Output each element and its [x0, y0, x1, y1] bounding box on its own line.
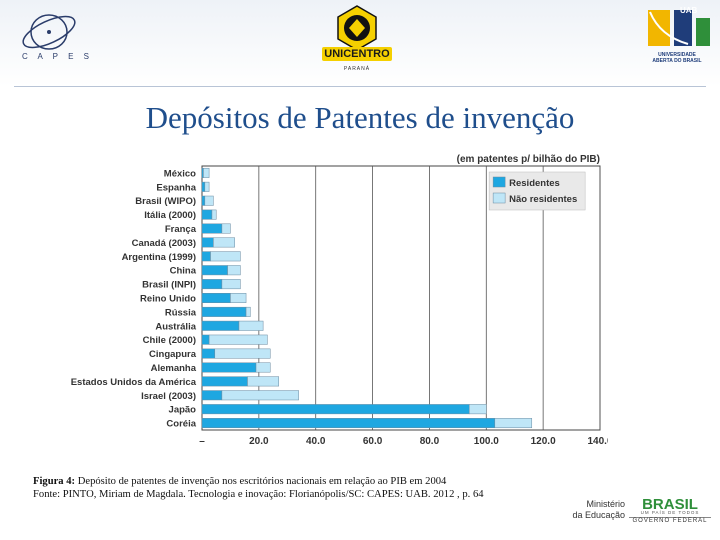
- x-tick-label: 120.0: [531, 436, 556, 447]
- bar-nao-residentes: [204, 181, 210, 192]
- unicentro-label: UNICENTRO: [322, 47, 392, 61]
- category-label: Rússia: [165, 307, 197, 318]
- bar-nao-residentes: [204, 195, 214, 206]
- category-label: Chile (2000): [143, 335, 196, 346]
- bar-nao-residentes: [494, 418, 533, 429]
- category-label: Brasil (INPI): [142, 280, 196, 291]
- category-label: México: [164, 168, 196, 179]
- x-tick-label: 60.0: [363, 436, 383, 447]
- bar-residentes: [201, 376, 248, 387]
- x-tick-label: 140.0: [587, 436, 608, 447]
- bar-residentes: [201, 390, 223, 401]
- bar-residentes: [201, 334, 210, 345]
- uab-name-line2: ABERTA DO BRASIL: [652, 58, 702, 64]
- bar-residentes: [201, 404, 470, 415]
- category-label: Alemanha: [151, 363, 197, 374]
- x-tick-label: –: [199, 436, 205, 447]
- x-tick-label: 80.0: [420, 436, 440, 447]
- bar-residentes: [201, 418, 496, 429]
- x-tick-label: 40.0: [306, 436, 326, 447]
- bar-nao-residentes: [211, 209, 217, 220]
- capes-logo-icon: [22, 14, 76, 50]
- mec-line-1: Ministério: [586, 499, 625, 509]
- category-label: Reino Unido: [140, 294, 196, 305]
- uab-logo-icon: [648, 10, 710, 46]
- legend-label: Não residentes: [509, 194, 577, 205]
- category-label: Cingapura: [149, 349, 197, 360]
- bar-nao-residentes: [468, 404, 487, 415]
- x-tick-label: 100.0: [474, 436, 499, 447]
- x-tick-label: 20.0: [249, 436, 269, 447]
- category-label: Estados Unidos da América: [71, 377, 197, 388]
- legend-swatch: [492, 192, 506, 204]
- category-label: China: [170, 266, 197, 277]
- bar-residentes: [201, 320, 240, 331]
- bar-nao-residentes: [227, 265, 241, 276]
- legend-swatch: [492, 176, 506, 188]
- category-label: Coréia: [166, 419, 196, 430]
- caption-line-1: Figura 4: Depósito de patentes de invenç…: [33, 475, 573, 488]
- bar-residentes: [201, 195, 206, 206]
- brasil-governo-logo-icon: BRASIL: [629, 496, 711, 518]
- bar-residentes: [201, 251, 211, 262]
- uab-label: UAB: [680, 6, 698, 15]
- unicentro-sub-label: PARANÁ: [343, 66, 371, 72]
- bar-nao-residentes: [221, 223, 231, 234]
- bar-residentes: [201, 209, 213, 220]
- bar-nao-residentes: [245, 306, 251, 317]
- uab-name-line1: UNIVERSIDADE: [658, 52, 696, 58]
- bar-residentes: [201, 293, 231, 303]
- figure-caption: Figura 4: Depósito de patentes de invenç…: [33, 475, 573, 501]
- bar-residentes: [201, 362, 257, 373]
- category-label: França: [165, 224, 197, 235]
- figure-label: Figura 4:: [33, 476, 76, 487]
- capes-label: C A P E S: [22, 52, 93, 61]
- bar-nao-residentes: [238, 320, 264, 331]
- bar-nao-residentes: [210, 251, 241, 262]
- figure-text: Depósito de patentes de invenção nos esc…: [75, 476, 447, 487]
- legend-label: Residentes: [509, 178, 560, 189]
- bar-nao-residentes: [247, 376, 280, 387]
- mec-line-2: da Educação: [572, 510, 625, 520]
- caption-source: Fonte: PINTO, Miriam de Magdala. Tecnolo…: [33, 489, 484, 500]
- slide-title: Depósitos de Patentes de invenção: [145, 100, 575, 135]
- category-label: Israel (2003): [141, 391, 196, 402]
- bar-nao-residentes: [208, 334, 268, 345]
- category-label: Canadá (2003): [132, 238, 196, 249]
- category-label: Austrália: [155, 321, 196, 332]
- uab-name: UNIVERSIDADE ABERTA DO BRASIL: [640, 52, 714, 64]
- patent-chart: – 20.0 40.0 60.0 80.0 100.0 120.0 140.0 (em pate…: [60, 148, 608, 450]
- category-label: Japão: [169, 405, 197, 416]
- unicentro-emblem-icon: [337, 5, 377, 51]
- governo-federal-label: GOVERNO FEDERAL: [632, 518, 708, 524]
- bar-residentes: [201, 265, 228, 276]
- bar-residentes: [201, 223, 223, 234]
- category-label: Brasil (WIPO): [135, 196, 196, 207]
- bar-nao-residentes: [230, 293, 247, 303]
- bar-nao-residentes: [255, 362, 271, 373]
- category-label: Espanha: [156, 182, 196, 193]
- bar-residentes: [201, 306, 247, 317]
- bar-residentes: [201, 279, 223, 290]
- bar-residentes: [201, 237, 214, 248]
- bar-nao-residentes: [221, 279, 241, 290]
- brasil-tagline: UM PAÍS DE TODOS: [640, 510, 700, 515]
- bar-nao-residentes: [221, 390, 299, 401]
- bar-nao-residentes: [214, 348, 271, 359]
- patent-chart-svg: – 20.0 40.0 60.0 80.0 100.0 120.0 140.0 (em pate…: [71, 154, 608, 447]
- bar-residentes: [201, 348, 216, 359]
- bar-residentes: [201, 181, 206, 192]
- chart-unit-label: (em patentes p/ bilhão do PIB): [457, 154, 600, 165]
- category-label: Argentina (1999): [122, 252, 196, 263]
- bar-nao-residentes: [203, 167, 210, 178]
- category-label: Itália (2000): [144, 210, 196, 221]
- brasil-word: BRASIL: [642, 496, 698, 513]
- bar-nao-residentes: [213, 237, 235, 248]
- mec-label: Ministério da Educação: [565, 499, 625, 521]
- header-divider: [14, 86, 706, 87]
